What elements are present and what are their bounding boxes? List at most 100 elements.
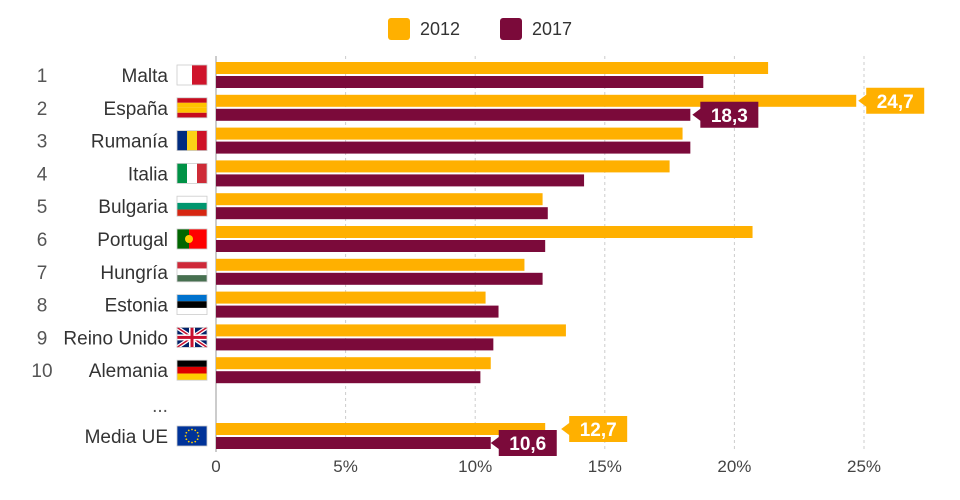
- flag-border: [176, 425, 208, 447]
- bar-2017: [216, 108, 691, 121]
- flag-part: [177, 102, 207, 108]
- callout-label: 18,3: [711, 106, 748, 127]
- rank-label: 1: [37, 66, 48, 87]
- flag-star: [187, 440, 190, 443]
- bar-2012: [216, 62, 769, 74]
- row-rumanía: 3 Rumanía: [37, 127, 691, 154]
- flag-part: [177, 307, 207, 315]
- flag-border: [176, 228, 208, 250]
- flag-star: [191, 441, 193, 444]
- rank-label: 9: [37, 328, 48, 349]
- x-tick-label: 20%: [717, 457, 751, 476]
- flag-part: [197, 130, 207, 151]
- rank-label: 3: [37, 132, 48, 153]
- row-alemania: 10 Alemania: [31, 357, 491, 384]
- malta-flag-icon: [176, 64, 208, 86]
- eu-flag-icon: [176, 425, 208, 447]
- bar-2017: [216, 305, 499, 318]
- rank-label: 10: [31, 361, 52, 382]
- flag-border: [176, 195, 208, 217]
- bar-2012: [216, 94, 857, 107]
- bar-2012: [216, 258, 525, 271]
- row-estonia: 8 Estonia: [37, 291, 499, 318]
- bar-2012: [216, 291, 486, 304]
- ellipsis: ...: [152, 396, 168, 417]
- flag-star: [196, 438, 199, 441]
- flag-part: [187, 130, 197, 151]
- flag-star: [194, 429, 197, 432]
- legend-swatch-2012: [387, 18, 410, 40]
- bar-2012: [216, 127, 683, 140]
- bar-2012: [216, 226, 753, 238]
- flag-part: [185, 235, 193, 243]
- category-label: Reino Unido: [63, 328, 168, 349]
- callout-ue-2012: 12,7: [561, 416, 628, 442]
- flag-part: [177, 209, 207, 217]
- flag-part: [177, 373, 207, 381]
- bar-2017: [216, 272, 543, 285]
- flag-star: [184, 435, 187, 437]
- legend: 2012 2017: [0, 18, 960, 40]
- flag-star: [185, 438, 188, 441]
- flag-border: [176, 261, 208, 283]
- flag-border: [176, 326, 208, 348]
- flag-part: [177, 360, 207, 367]
- uk-flag-icon: [175, 325, 209, 350]
- callout-label: 10,6: [509, 434, 546, 455]
- category-label: Hungría: [100, 263, 168, 284]
- category-label: Portugal: [97, 230, 168, 251]
- romania-flag-icon: [176, 130, 208, 152]
- bar-2012: [216, 193, 543, 206]
- bar-2017: [216, 338, 494, 351]
- portugal-flag-icon: [176, 228, 208, 250]
- flag-star: [187, 429, 190, 432]
- category-label: Italia: [128, 164, 169, 185]
- bar-2017: [216, 371, 481, 384]
- category-label: Estonia: [105, 296, 169, 317]
- flag-part: [177, 97, 207, 103]
- flag-border: [176, 359, 208, 381]
- callout-espana-2012: 24,7: [858, 87, 925, 114]
- rank-label: 2: [37, 99, 48, 120]
- row-españa: 2 España: [37, 94, 857, 121]
- bar-2012: [216, 160, 670, 173]
- flag-star: [194, 440, 197, 443]
- rank-label: 6: [37, 230, 48, 251]
- row-reino-unido: 9 Reino Unido: [37, 324, 566, 351]
- category-label: Alemania: [89, 361, 169, 382]
- row-media-ue: Media UE: [85, 423, 546, 449]
- bar-2017: [216, 174, 585, 187]
- x-tick-label: 5%: [333, 457, 358, 476]
- category-label: España: [104, 99, 169, 120]
- estonia-flag-icon: [176, 294, 208, 316]
- flag-part: [177, 275, 207, 282]
- flag-part: [197, 163, 207, 184]
- flag-part: [177, 112, 207, 118]
- callout-bg: [858, 87, 925, 114]
- x-tick-label: 0: [211, 457, 220, 476]
- legend-swatch-2017: [500, 18, 522, 40]
- germany-flag-icon: [176, 359, 208, 381]
- row-bulgaria: 5 Bulgaria: [37, 193, 548, 220]
- legend-item-2017[interactable]: 2017: [500, 18, 572, 40]
- flag-part: [177, 163, 187, 184]
- flag-part: [177, 196, 207, 203]
- rank-label: 8: [37, 296, 48, 317]
- category-label: Malta: [122, 66, 169, 87]
- callout-bg: [561, 416, 628, 442]
- row-hungría: 7 Hungría: [37, 258, 543, 285]
- flag-star: [197, 435, 200, 437]
- rank-label: 7: [37, 263, 48, 284]
- row-malta: 1 Malta: [37, 62, 769, 88]
- row-portugal: 6 Portugal: [37, 226, 753, 252]
- flag-part: [177, 202, 207, 210]
- legend-item-2012[interactable]: 2012: [387, 18, 460, 40]
- flag-part: [177, 261, 207, 269]
- flag-part: [177, 294, 207, 302]
- flag-border: [176, 162, 208, 184]
- x-tick-label: 15%: [588, 457, 622, 476]
- bar-2017: [216, 207, 548, 220]
- flag-star: [191, 428, 193, 431]
